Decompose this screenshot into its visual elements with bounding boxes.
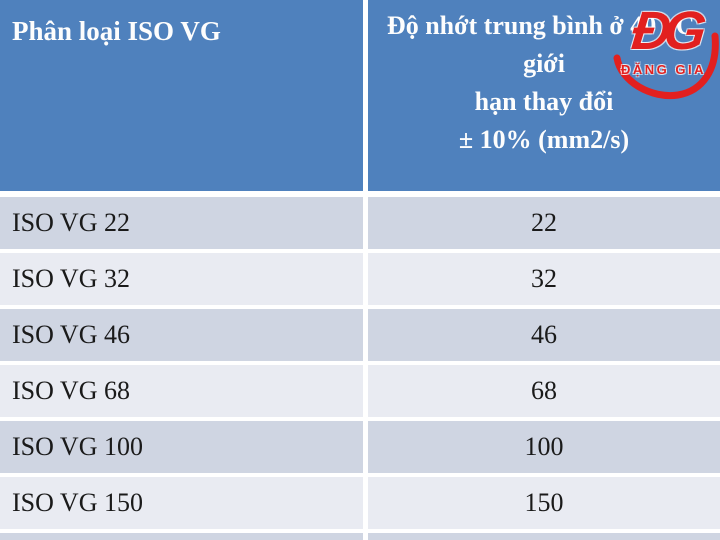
logo-monogram: ĐG	[628, 1, 703, 61]
row-value-iso-vg-150: 150	[368, 477, 720, 529]
row-value-iso-vg-46: 46	[368, 309, 720, 361]
clipped-row-right	[368, 533, 720, 540]
dang-gia-logo: ĐG ĐẶNG GIA	[613, 1, 720, 100]
header-viscosity-line3: ± 10% (mm2/s)	[458, 125, 630, 154]
row-label-iso-vg-32: ISO VG 32	[0, 253, 363, 305]
row-value-iso-vg-68: 68	[368, 365, 720, 417]
row-value-iso-vg-32: 32	[368, 253, 720, 305]
header-viscosity-line2: hạn thay đổi	[474, 87, 614, 116]
row-label-iso-vg-150: ISO VG 150	[0, 477, 363, 529]
logo-swoosh-icon	[613, 32, 719, 100]
row-label-iso-vg-46: ISO VG 46	[0, 309, 363, 361]
row-value-iso-vg-100: 100	[368, 421, 720, 473]
row-label-iso-vg-68: ISO VG 68	[0, 365, 363, 417]
header-viscosity-line1: Độ nhớt trung bình ở 40 oC, giới	[386, 11, 702, 78]
row-label-iso-vg-22: ISO VG 22	[0, 197, 363, 249]
row-value-iso-vg-22: 22	[368, 197, 720, 249]
row-label-iso-vg-100: ISO VG 100	[0, 421, 363, 473]
logo-brand-name: ĐẶNG GIA	[621, 62, 706, 77]
header-cell-classification: Phân loại ISO VG	[0, 0, 363, 191]
clipped-row-left	[0, 533, 363, 540]
